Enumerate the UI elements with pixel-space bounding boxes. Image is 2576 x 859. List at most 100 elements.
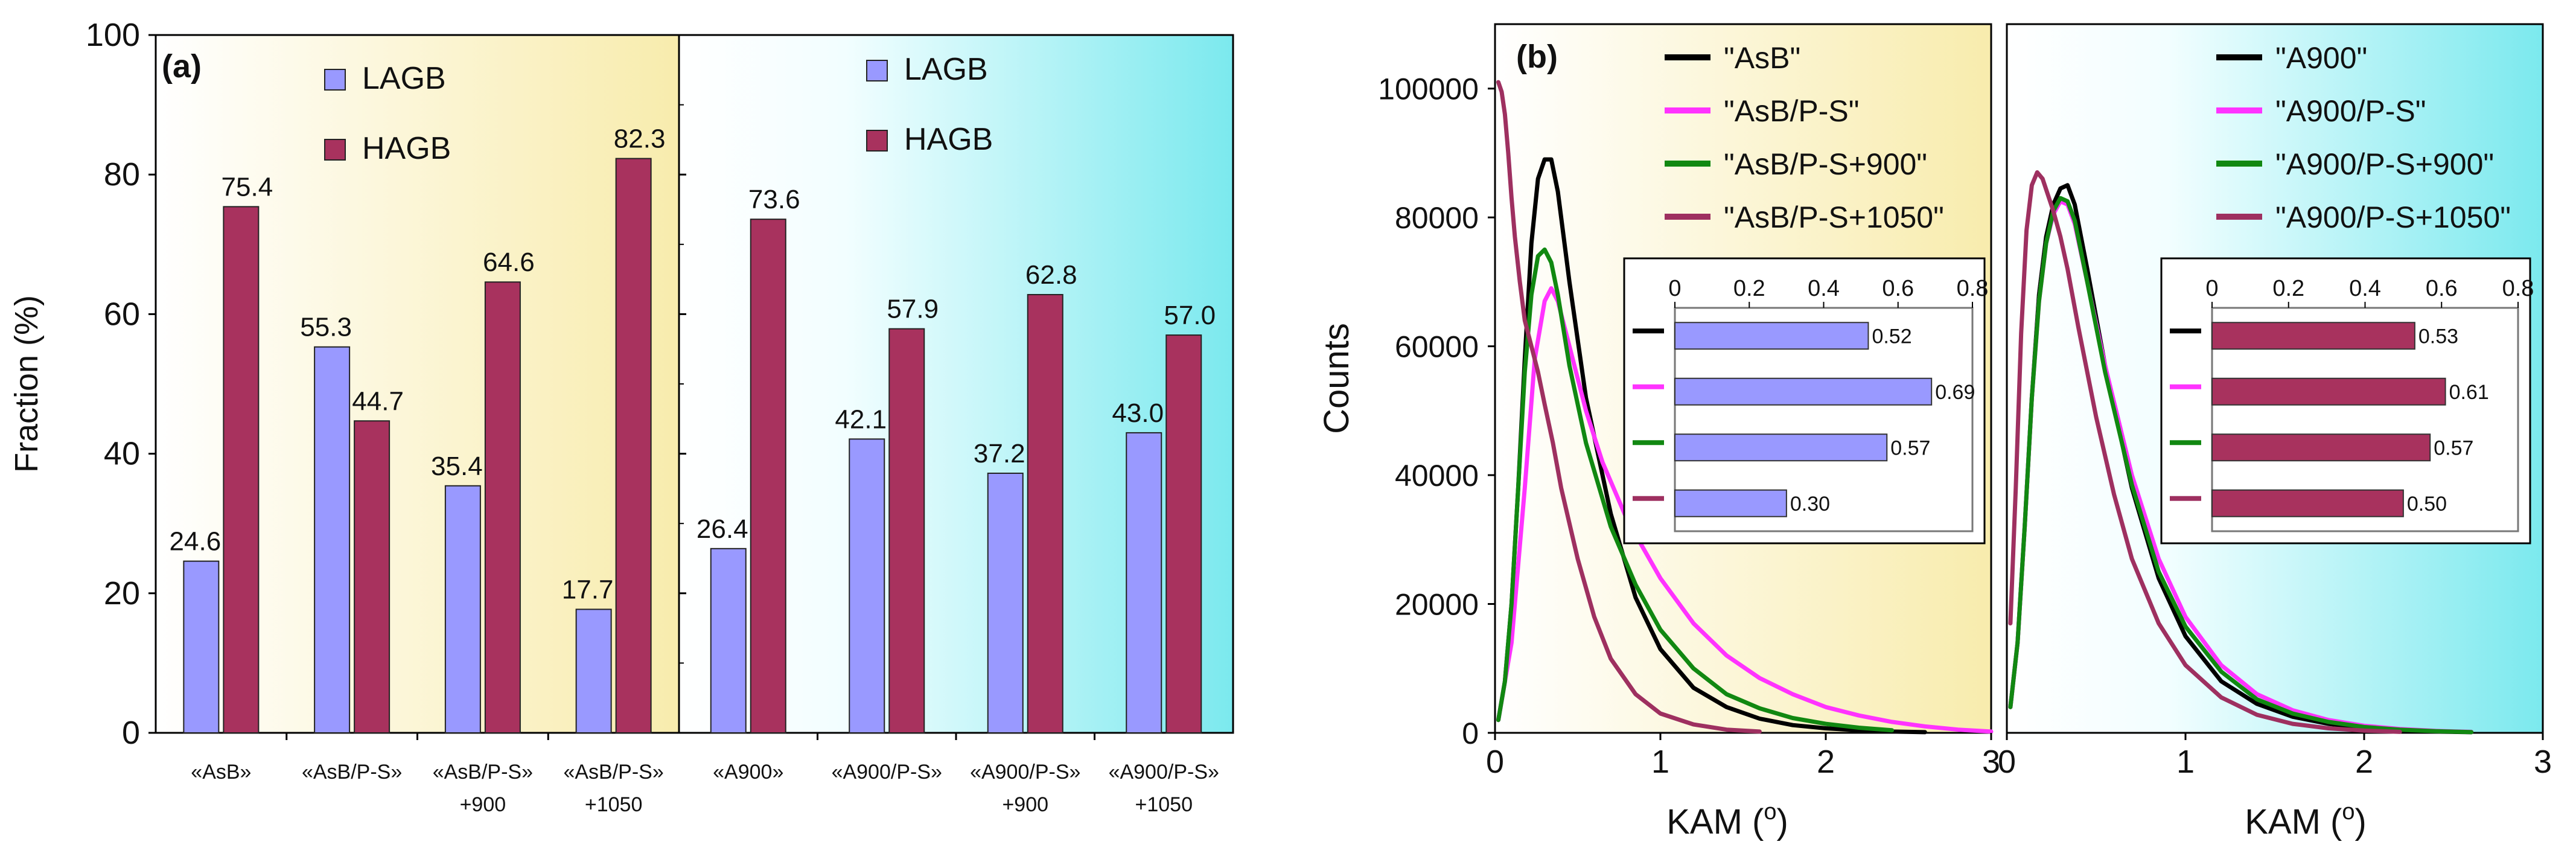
panel-a-bar-hagb (223, 206, 260, 734)
panel-a-data-label: 75.4 (222, 172, 273, 202)
panel-b-inset-xtick-label: 0 (1668, 276, 1681, 301)
panel-a-category-label: «A900» (713, 761, 783, 784)
panel-a-data-label: 17.7 (562, 575, 614, 604)
panel-a-legend-label: HAGB (904, 122, 993, 157)
panel-b-ylabel: Counts (1317, 323, 1356, 434)
panel-a-category-label: +900 (460, 793, 506, 816)
panel-a-ytick-label: 20 (104, 575, 140, 612)
panel-b-inset-bar-label: 0.52 (1872, 325, 1911, 348)
panel-b-inset-bar-label: 0.61 (2449, 381, 2489, 404)
panel-b-inset-bar-label: 0.50 (2407, 493, 2447, 516)
panel-a-ytick-label: 100 (86, 17, 140, 53)
panel-b-inset-bar-label: 0.53 (2418, 325, 2458, 348)
panel-b-inset-xtick-label: 0.4 (1808, 276, 1840, 301)
panel-a-data-label: 64.6 (483, 247, 535, 277)
panel-b-inset-bar-label: 0.30 (1790, 493, 1830, 516)
panel-b-xtick-label: 1 (2176, 744, 2195, 780)
panel-a-legend-label: LAGB (904, 52, 988, 87)
panel-a-label: (a) (162, 48, 202, 85)
panel-a-data-label: 37.2 (974, 439, 1025, 468)
panel-a-data-label: 55.3 (300, 313, 352, 342)
panel-a-data-label: 26.4 (697, 514, 748, 544)
panel-b-inset-bar (1674, 377, 1933, 406)
panel-b-curve-right (2008, 196, 2474, 735)
panel-b-ytick-label: 40000 (1395, 459, 1479, 493)
panel-a-bar-lagb (710, 548, 747, 733)
panel-a-bar-lagb (314, 346, 351, 733)
panel-b-legend-label: "AsB" (1724, 41, 1800, 75)
panel-a-bar-hagb (750, 219, 786, 733)
panel-a-bar-lagb (1126, 432, 1162, 733)
panel-a-bar-hagb (888, 328, 925, 733)
panel-b-legend-label: "A900/P-S+900" (2275, 147, 2494, 181)
panel-b-inset-bar (2211, 489, 2404, 517)
panel-b-curve-left (1496, 286, 1994, 734)
panel-b-inset-bar (1674, 433, 1888, 462)
panel-a-data-label: 24.6 (170, 527, 222, 557)
panel-a-bar-hagb (615, 158, 652, 733)
panel-a-category-label: +900 (1002, 793, 1048, 816)
panel-b-legend-label: "AsB/P-S" (1724, 94, 1859, 128)
panel-a-category-label: «AsB/P-S» (563, 761, 663, 784)
panel-b-inset-xtick-label: 0 (2205, 276, 2218, 301)
panel-b-inset-xtick-label: 0.2 (1733, 276, 1765, 301)
panel-a-bar-hagb (484, 281, 521, 733)
panel-a-category-label: «AsB/P-S» (433, 761, 533, 784)
panel-b-inset-xtick-label: 0.6 (2426, 276, 2458, 301)
panel-b-xtick-label: 1 (1651, 744, 1669, 780)
panel-b-xtick-label: 0 (1486, 744, 1504, 780)
panel-a-data-label: 57.0 (1164, 301, 1216, 330)
panel-a-legend-swatch-hagb (324, 139, 346, 161)
panel-a-bar-lagb (575, 608, 612, 733)
panel-b-ytick-label: 0 (1462, 717, 1479, 750)
panel-a-data-label: 62.8 (1025, 260, 1077, 290)
panel-a-data-label: 44.7 (352, 386, 404, 416)
panel-a-category-label: «A900/P-S» (970, 761, 1080, 784)
panel-a-category-label: «A900/P-S» (832, 761, 942, 784)
panel-b-right-xlabel: KAM (o) (2245, 799, 2367, 841)
panel-b-xtick-label: 3 (1982, 744, 2000, 780)
panel-a-category-label: +1050 (585, 793, 643, 816)
panel-a-legend-label: LAGB (362, 61, 446, 96)
panel-b-ytick-label: 60000 (1395, 330, 1479, 364)
panel-a-ylabel: Fraction (%) (8, 295, 45, 473)
panel-a-bar-hagb (1165, 334, 1202, 733)
panel-a-bar-lagb (987, 472, 1024, 734)
panel-a-legend-label: HAGB (362, 131, 451, 166)
panel-b-lines-layer: "AsB" "AsB/P-S" "AsB/P-S+900" "AsB/P-S+1050… (1496, 41, 2534, 735)
panel-a-data-label: 43.0 (1112, 398, 1164, 428)
panel-b-legend-label: "A900/P-S" (2275, 94, 2426, 128)
panel-b-legend-label: "AsB/P-S+900" (1724, 147, 1927, 181)
panel-b-inset-bar (1674, 322, 1869, 350)
panel-b-xtick-label: 2 (1817, 744, 1835, 780)
panel-b-inset-bar-label: 0.69 (1935, 381, 1975, 404)
panel-b-inset-bar (2211, 433, 2431, 462)
panel-b-inset-xtick-label: 0.8 (1957, 276, 1989, 301)
panel-b-inset-xtick-label: 0.4 (2349, 276, 2381, 301)
panel-b-inset-bar (1674, 489, 1787, 517)
panel-a-bar-lagb (849, 438, 885, 733)
panel-a-legend-swatch-hagb (866, 130, 888, 152)
panel-a-ytick-label: 40 (104, 436, 140, 472)
panel-b-inset-bar-label: 0.57 (1890, 436, 1930, 459)
panel-b-left-xlabel: KAM (o) (1666, 799, 1788, 841)
panel-a-legend-swatch-lagb (324, 69, 346, 91)
panel-b-curve-left (1496, 80, 1762, 734)
panel-a-ytick-label: 0 (122, 715, 140, 751)
panel-a-data-label: 57.9 (887, 295, 939, 324)
panel-b-ytick-label: 100000 (1378, 72, 1479, 106)
panel-b-inset-xtick-label: 0.8 (2502, 276, 2534, 301)
panel-b-xtick-label: 2 (2355, 744, 2373, 780)
panel-a-bar-lagb (183, 560, 220, 734)
panel-b-curve-right (2008, 170, 2402, 734)
panel-a-data-label: 35.4 (431, 452, 483, 481)
panel-b-legend-label: "A900/P-S+1050" (2275, 200, 2511, 234)
panel-b-inset-bar-label: 0.57 (2434, 436, 2473, 459)
panel-b-inset-bar (2211, 322, 2415, 350)
panel-b-xtick-label: 0 (1998, 744, 2016, 780)
panel-a-ytick-label: 60 (104, 296, 140, 332)
panel-a-category-label: «A900/P-S» (1109, 761, 1219, 784)
panel-b-label: (b) (1516, 39, 1558, 75)
